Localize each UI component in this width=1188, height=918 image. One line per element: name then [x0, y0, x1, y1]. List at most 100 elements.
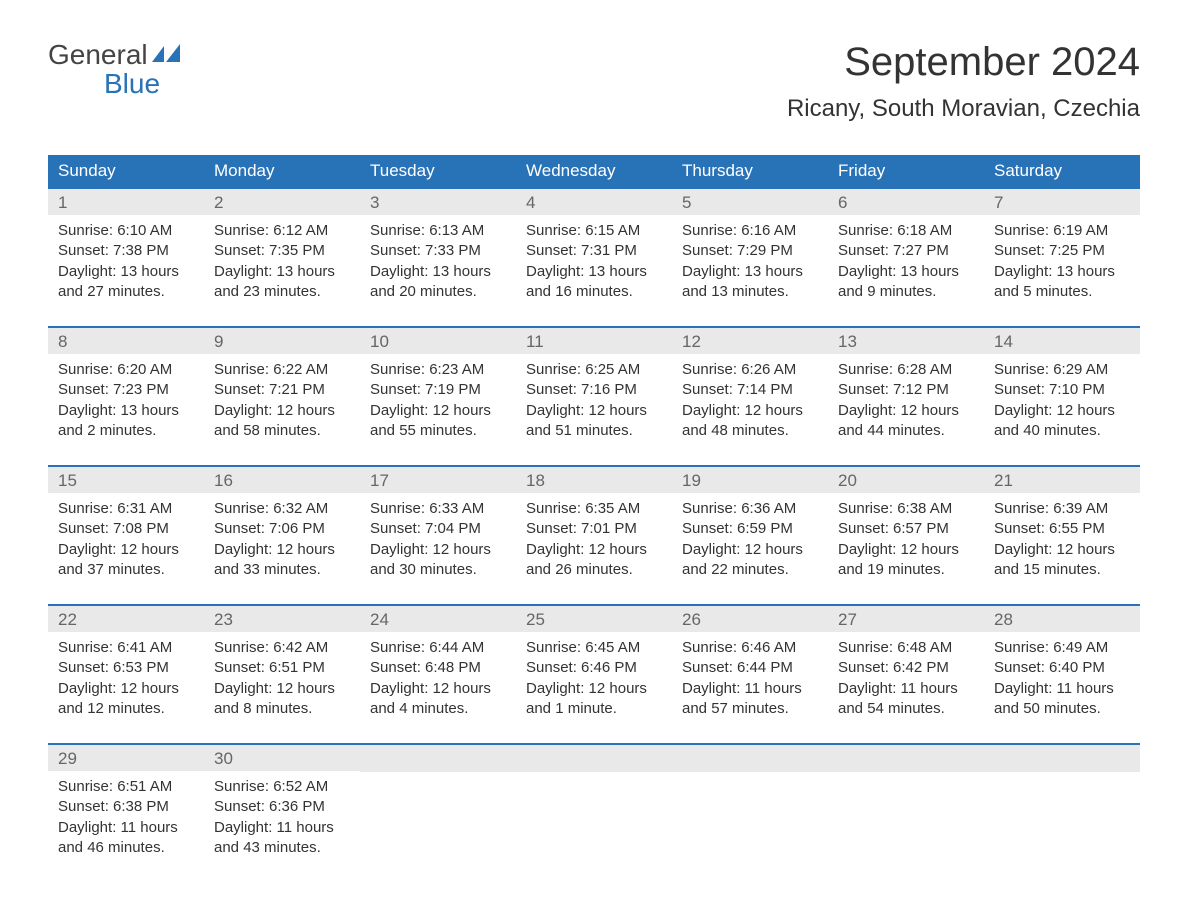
- sunrise-text: Sunrise: 6:41 AM: [58, 638, 194, 658]
- sunrise-text: Sunrise: 6:12 AM: [214, 221, 350, 241]
- daylight-line1: Daylight: 13 hours: [370, 262, 506, 282]
- daylight-line2: and 51 minutes.: [526, 421, 662, 441]
- day-cell: 17Sunrise: 6:33 AMSunset: 7:04 PMDayligh…: [360, 467, 516, 586]
- sunset-text: Sunset: 7:06 PM: [214, 519, 350, 539]
- day-body: Sunrise: 6:33 AMSunset: 7:04 PMDaylight:…: [360, 493, 516, 586]
- daylight-line2: and 15 minutes.: [994, 560, 1130, 580]
- day-number: 17: [360, 467, 516, 493]
- sunrise-text: Sunrise: 6:26 AM: [682, 360, 818, 380]
- day-cell: 1Sunrise: 6:10 AMSunset: 7:38 PMDaylight…: [48, 189, 204, 308]
- location-subtitle: Ricany, South Moravian, Czechia: [787, 95, 1140, 123]
- day-body: Sunrise: 6:52 AMSunset: 6:36 PMDaylight:…: [204, 771, 360, 864]
- sunset-text: Sunset: 6:55 PM: [994, 519, 1130, 539]
- day-cell: 10Sunrise: 6:23 AMSunset: 7:19 PMDayligh…: [360, 328, 516, 447]
- sunrise-text: Sunrise: 6:23 AM: [370, 360, 506, 380]
- dow-monday: Monday: [204, 155, 360, 187]
- day-body: Sunrise: 6:38 AMSunset: 6:57 PMDaylight:…: [828, 493, 984, 586]
- daylight-line1: Daylight: 12 hours: [526, 540, 662, 560]
- brand-logo: General Blue: [48, 40, 180, 99]
- sunrise-text: Sunrise: 6:45 AM: [526, 638, 662, 658]
- day-number: 2: [204, 189, 360, 215]
- daylight-line1: Daylight: 12 hours: [214, 540, 350, 560]
- daylight-line1: Daylight: 12 hours: [682, 540, 818, 560]
- daylight-line2: and 19 minutes.: [838, 560, 974, 580]
- day-cell: [360, 745, 516, 864]
- sunset-text: Sunset: 7:04 PM: [370, 519, 506, 539]
- sunset-text: Sunset: 6:53 PM: [58, 658, 194, 678]
- sunrise-text: Sunrise: 6:46 AM: [682, 638, 818, 658]
- sunrise-text: Sunrise: 6:31 AM: [58, 499, 194, 519]
- sunset-text: Sunset: 7:12 PM: [838, 380, 974, 400]
- day-number: 13: [828, 328, 984, 354]
- day-body: Sunrise: 6:44 AMSunset: 6:48 PMDaylight:…: [360, 632, 516, 725]
- day-cell: 7Sunrise: 6:19 AMSunset: 7:25 PMDaylight…: [984, 189, 1140, 308]
- sunrise-text: Sunrise: 6:20 AM: [58, 360, 194, 380]
- day-cell: 28Sunrise: 6:49 AMSunset: 6:40 PMDayligh…: [984, 606, 1140, 725]
- day-cell: 8Sunrise: 6:20 AMSunset: 7:23 PMDaylight…: [48, 328, 204, 447]
- dow-wednesday: Wednesday: [516, 155, 672, 187]
- daylight-line2: and 5 minutes.: [994, 282, 1130, 302]
- day-body: Sunrise: 6:15 AMSunset: 7:31 PMDaylight:…: [516, 215, 672, 308]
- sunset-text: Sunset: 7:31 PM: [526, 241, 662, 261]
- daylight-line2: and 23 minutes.: [214, 282, 350, 302]
- sunset-text: Sunset: 7:23 PM: [58, 380, 194, 400]
- day-number: 30: [204, 745, 360, 771]
- daylight-line2: and 9 minutes.: [838, 282, 974, 302]
- daylight-line1: Daylight: 11 hours: [682, 679, 818, 699]
- day-cell: 15Sunrise: 6:31 AMSunset: 7:08 PMDayligh…: [48, 467, 204, 586]
- sunset-text: Sunset: 6:46 PM: [526, 658, 662, 678]
- day-cell: 21Sunrise: 6:39 AMSunset: 6:55 PMDayligh…: [984, 467, 1140, 586]
- day-number: 14: [984, 328, 1140, 354]
- daylight-line1: Daylight: 12 hours: [838, 540, 974, 560]
- sunrise-text: Sunrise: 6:52 AM: [214, 777, 350, 797]
- daylight-line1: Daylight: 13 hours: [58, 401, 194, 421]
- flag-icon: [152, 40, 180, 69]
- day-cell: 30Sunrise: 6:52 AMSunset: 6:36 PMDayligh…: [204, 745, 360, 864]
- sunset-text: Sunset: 6:51 PM: [214, 658, 350, 678]
- day-cell: [516, 745, 672, 864]
- day-number: 28: [984, 606, 1140, 632]
- daylight-line2: and 54 minutes.: [838, 699, 974, 719]
- day-body: Sunrise: 6:31 AMSunset: 7:08 PMDaylight:…: [48, 493, 204, 586]
- sunrise-text: Sunrise: 6:38 AM: [838, 499, 974, 519]
- day-number: [828, 745, 984, 772]
- daylight-line1: Daylight: 11 hours: [838, 679, 974, 699]
- day-body: Sunrise: 6:51 AMSunset: 6:38 PMDaylight:…: [48, 771, 204, 864]
- dow-thursday: Thursday: [672, 155, 828, 187]
- header: General Blue September 2024 Ricany, Sout…: [48, 40, 1140, 123]
- day-cell: 3Sunrise: 6:13 AMSunset: 7:33 PMDaylight…: [360, 189, 516, 308]
- day-cell: 6Sunrise: 6:18 AMSunset: 7:27 PMDaylight…: [828, 189, 984, 308]
- daylight-line2: and 12 minutes.: [58, 699, 194, 719]
- daylight-line2: and 46 minutes.: [58, 838, 194, 858]
- day-number: 4: [516, 189, 672, 215]
- daylight-line2: and 55 minutes.: [370, 421, 506, 441]
- sunrise-text: Sunrise: 6:16 AM: [682, 221, 818, 241]
- day-body: Sunrise: 6:36 AMSunset: 6:59 PMDaylight:…: [672, 493, 828, 586]
- sunset-text: Sunset: 7:25 PM: [994, 241, 1130, 261]
- sunset-text: Sunset: 6:40 PM: [994, 658, 1130, 678]
- day-body: Sunrise: 6:45 AMSunset: 6:46 PMDaylight:…: [516, 632, 672, 725]
- week-row: 1Sunrise: 6:10 AMSunset: 7:38 PMDaylight…: [48, 187, 1140, 308]
- day-number: 9: [204, 328, 360, 354]
- dow-saturday: Saturday: [984, 155, 1140, 187]
- brand-line1: General: [48, 40, 148, 69]
- day-number: 8: [48, 328, 204, 354]
- day-body: Sunrise: 6:42 AMSunset: 6:51 PMDaylight:…: [204, 632, 360, 725]
- day-body: Sunrise: 6:29 AMSunset: 7:10 PMDaylight:…: [984, 354, 1140, 447]
- daylight-line2: and 8 minutes.: [214, 699, 350, 719]
- sunrise-text: Sunrise: 6:44 AM: [370, 638, 506, 658]
- sunrise-text: Sunrise: 6:19 AM: [994, 221, 1130, 241]
- day-cell: [984, 745, 1140, 864]
- daylight-line2: and 50 minutes.: [994, 699, 1130, 719]
- daylight-line1: Daylight: 12 hours: [370, 679, 506, 699]
- daylight-line1: Daylight: 12 hours: [526, 401, 662, 421]
- brand-line2: Blue: [48, 69, 180, 98]
- day-number: 1: [48, 189, 204, 215]
- day-cell: 2Sunrise: 6:12 AMSunset: 7:35 PMDaylight…: [204, 189, 360, 308]
- daylight-line2: and 22 minutes.: [682, 560, 818, 580]
- day-body: Sunrise: 6:20 AMSunset: 7:23 PMDaylight:…: [48, 354, 204, 447]
- day-number: 6: [828, 189, 984, 215]
- daylight-line1: Daylight: 12 hours: [994, 540, 1130, 560]
- daylight-line2: and 33 minutes.: [214, 560, 350, 580]
- day-cell: 29Sunrise: 6:51 AMSunset: 6:38 PMDayligh…: [48, 745, 204, 864]
